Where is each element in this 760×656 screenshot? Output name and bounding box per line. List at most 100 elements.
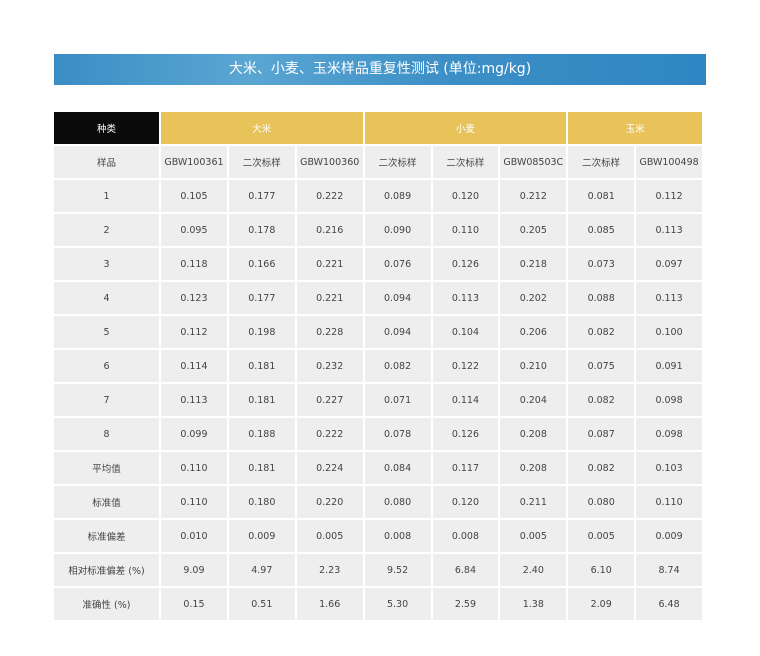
value-cell: 0.094	[364, 316, 431, 348]
value-cell: 0.208	[500, 452, 567, 484]
value-cell: 0.51	[228, 588, 295, 620]
value-cell: 0.110	[161, 486, 227, 518]
value-cell: 0.224	[296, 452, 363, 484]
value-cell: 2.40	[500, 554, 567, 586]
value-cell: 0.177	[228, 180, 295, 212]
value-cell: 1.38	[500, 588, 567, 620]
table-row: 3 0.118 0.166 0.221 0.076 0.126 0.218 0.073 0.09…	[54, 248, 702, 280]
sample-name: 二次标样	[568, 146, 635, 178]
sample-name: GBW100361	[161, 146, 227, 178]
group-header: 大米	[161, 112, 363, 144]
value-cell: 0.094	[364, 282, 431, 314]
value-cell: 0.126	[432, 418, 499, 450]
row-label: 7	[54, 384, 159, 416]
value-cell: 0.076	[364, 248, 431, 280]
value-cell: 0.205	[500, 214, 567, 246]
group-header: 玉米	[568, 112, 702, 144]
value-cell: 0.126	[432, 248, 499, 280]
value-cell: 0.087	[568, 418, 635, 450]
value-cell: 0.181	[228, 384, 295, 416]
value-cell: 0.222	[296, 180, 363, 212]
row-label: 标准值	[54, 486, 159, 518]
value-cell: 0.098	[636, 384, 702, 416]
value-cell: 0.113	[636, 214, 702, 246]
row-label: 4	[54, 282, 159, 314]
value-cell: 0.088	[568, 282, 635, 314]
sample-name: GBW08503C	[500, 146, 567, 178]
value-cell: 0.100	[636, 316, 702, 348]
table-row: 8 0.099 0.188 0.222 0.078 0.126 0.208 0.087 0.09…	[54, 418, 702, 450]
table-row: 4 0.123 0.177 0.221 0.094 0.113 0.202 0.088 0.11…	[54, 282, 702, 314]
value-cell: 0.008	[364, 520, 431, 552]
value-cell: 0.009	[636, 520, 702, 552]
value-cell: 0.095	[161, 214, 227, 246]
value-cell: 8.74	[636, 554, 702, 586]
value-cell: 0.082	[568, 452, 635, 484]
sample-name: GBW100360	[296, 146, 363, 178]
table-row: 标准偏差 0.010 0.009 0.005 0.008 0.008 0.005 0.005 0…	[54, 520, 702, 552]
value-cell: 4.97	[228, 554, 295, 586]
value-cell: 0.178	[228, 214, 295, 246]
table-row: 准确性 (%) 0.15 0.51 1.66 5.30 2.59 1.38 2.09 6.48	[54, 588, 702, 620]
value-cell: 0.206	[500, 316, 567, 348]
row-label: 8	[54, 418, 159, 450]
row-label: 样品	[54, 146, 159, 178]
value-cell: 0.118	[161, 248, 227, 280]
header-row: 种类 大米 小麦 玉米	[54, 112, 702, 144]
value-cell: 0.15	[161, 588, 227, 620]
repeatability-table: 种类 大米 小麦 玉米 样品 GBW100361 二次标样 GBW100360 二次标样 二次标样…	[52, 110, 704, 622]
sample-name: 二次标样	[364, 146, 431, 178]
value-cell: 0.009	[228, 520, 295, 552]
value-cell: 0.123	[161, 282, 227, 314]
row-label: 2	[54, 214, 159, 246]
value-cell: 0.110	[636, 486, 702, 518]
value-cell: 0.078	[364, 418, 431, 450]
value-cell: 0.010	[161, 520, 227, 552]
row-label: 5	[54, 316, 159, 348]
value-cell: 9.52	[364, 554, 431, 586]
value-cell: 1.66	[296, 588, 363, 620]
value-cell: 0.110	[432, 214, 499, 246]
value-cell: 5.30	[364, 588, 431, 620]
value-cell: 0.216	[296, 214, 363, 246]
value-cell: 9.09	[161, 554, 227, 586]
value-cell: 0.211	[500, 486, 567, 518]
value-cell: 0.212	[500, 180, 567, 212]
row-label: 6	[54, 350, 159, 382]
value-cell: 0.099	[161, 418, 227, 450]
table-row: 1 0.105 0.177 0.222 0.089 0.120 0.212 0.081 0.11…	[54, 180, 702, 212]
value-cell: 0.220	[296, 486, 363, 518]
value-cell: 0.166	[228, 248, 295, 280]
value-cell: 0.084	[364, 452, 431, 484]
value-cell: 0.232	[296, 350, 363, 382]
table-title-banner: 大米、小麦、玉米样品重复性测试 (单位:mg/kg)	[54, 54, 706, 85]
value-cell: 0.082	[568, 384, 635, 416]
value-cell: 0.218	[500, 248, 567, 280]
value-cell: 0.081	[568, 180, 635, 212]
value-cell: 0.202	[500, 282, 567, 314]
table-row: 6 0.114 0.181 0.232 0.082 0.122 0.210 0.075 0.09…	[54, 350, 702, 382]
value-cell: 0.122	[432, 350, 499, 382]
value-cell: 0.222	[296, 418, 363, 450]
sample-row: 样品 GBW100361 二次标样 GBW100360 二次标样 二次标样 GBW08503…	[54, 146, 702, 178]
value-cell: 0.177	[228, 282, 295, 314]
value-cell: 0.075	[568, 350, 635, 382]
row-label: 准确性 (%)	[54, 588, 159, 620]
value-cell: 2.09	[568, 588, 635, 620]
value-cell: 0.198	[228, 316, 295, 348]
value-cell: 2.59	[432, 588, 499, 620]
value-cell: 0.208	[500, 418, 567, 450]
value-cell: 0.114	[432, 384, 499, 416]
value-cell: 0.089	[364, 180, 431, 212]
value-cell: 0.188	[228, 418, 295, 450]
sample-name: GBW100498	[636, 146, 702, 178]
value-cell: 0.098	[636, 418, 702, 450]
value-cell: 0.120	[432, 486, 499, 518]
value-cell: 0.005	[500, 520, 567, 552]
table-row: 标准值 0.110 0.180 0.220 0.080 0.120 0.211 0.080 0.…	[54, 486, 702, 518]
sample-name: 二次标样	[432, 146, 499, 178]
value-cell: 0.228	[296, 316, 363, 348]
value-cell: 6.10	[568, 554, 635, 586]
value-cell: 0.113	[432, 282, 499, 314]
value-cell: 0.117	[432, 452, 499, 484]
